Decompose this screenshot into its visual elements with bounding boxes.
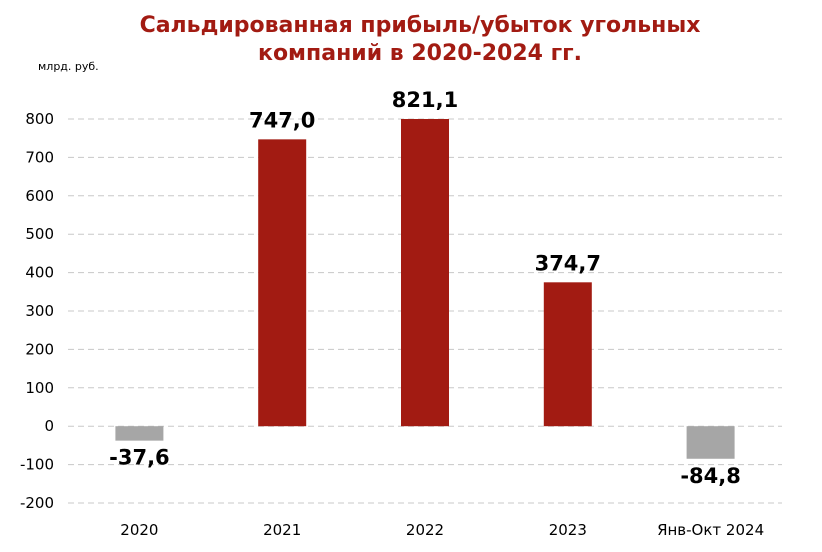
chart-title-line-2: компаний в 2020-2024 гг. (258, 41, 582, 66)
y-tick-label: 500 (25, 225, 54, 243)
data-label: 821,1 (392, 88, 458, 112)
y-tick-label: 800 (25, 110, 54, 128)
x-tick-label: 2020 (120, 521, 158, 539)
bar (543, 282, 592, 427)
data-label: 374,7 (535, 251, 601, 275)
data-label: 747,0 (249, 108, 315, 132)
chart-title: Сальдированная прибыль/убыток угольных к… (0, 12, 822, 68)
chart-title-line-1: Сальдированная прибыль/убыток угольных (139, 13, 701, 38)
y-tick-label: 0 (44, 417, 54, 435)
y-tick-label: 400 (25, 264, 54, 282)
bar (115, 426, 164, 441)
y-tick-label: 100 (25, 379, 54, 397)
x-tick-label: 2022 (406, 521, 444, 539)
y-tick-label: -200 (20, 494, 54, 512)
data-label: -37,6 (109, 446, 170, 470)
y-tick-label: 300 (25, 302, 54, 320)
x-tick-label: 2021 (263, 521, 301, 539)
bar (401, 119, 449, 427)
y-axis-unit-label: млрд. руб. (38, 60, 99, 73)
y-tick-label: 700 (25, 148, 54, 166)
bar (258, 139, 307, 427)
y-tick-label: 600 (25, 187, 54, 205)
y-tick-label: 200 (25, 340, 54, 358)
data-label: -84,8 (680, 464, 741, 488)
x-tick-label: Янв-Окт 2024 (657, 521, 764, 539)
x-tick-label: 2023 (549, 521, 587, 539)
y-tick-label: -100 (20, 456, 54, 474)
bar (686, 426, 735, 459)
